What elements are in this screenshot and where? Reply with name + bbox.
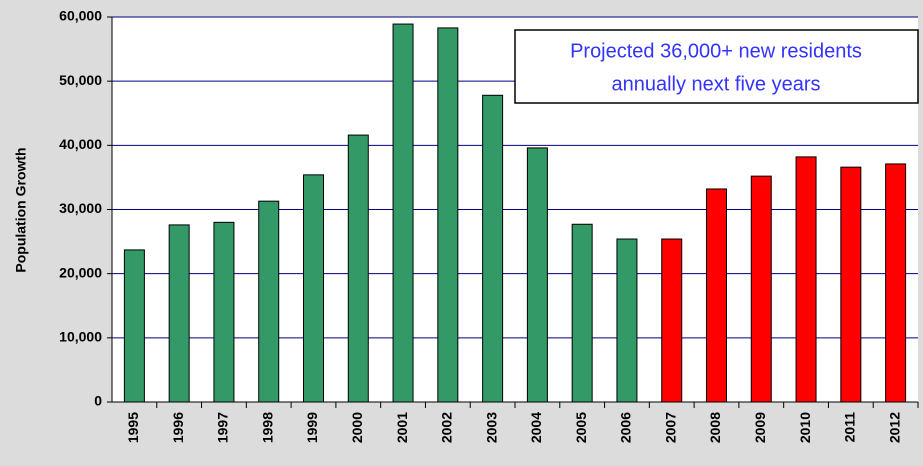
x-tick-label: 1999 [304,412,320,443]
x-tick-label: 2008 [707,412,723,443]
bar [526,147,548,403]
annotation: Projected 36,000+ new residents [570,40,862,62]
bar [750,175,772,403]
bar [213,221,235,403]
y-tick-label: 30,000 [59,200,102,216]
x-tick-label: 2003 [483,412,499,443]
bar [437,27,459,403]
annotation-box [514,29,919,104]
bar [706,188,727,403]
bar [392,23,414,403]
y-tick-label: 10,000 [59,329,102,345]
bar [616,238,638,403]
bar [347,134,369,403]
x-tick-label: 2011 [842,412,858,443]
x-tick-label: 2009 [752,412,768,443]
bar [885,163,907,403]
bar [840,166,862,403]
bar [571,223,593,403]
x-tick-label: 1996 [170,412,186,443]
x-tick-label: 2010 [797,412,813,443]
y-axis-title: Population Growth [13,147,29,272]
y-tick-label: 40,000 [59,136,102,152]
y-tick-label: 50,000 [59,72,102,88]
x-tick-label: 2000 [349,412,365,443]
bar [482,94,504,403]
bar [795,156,817,403]
x-tick-label: 2007 [662,412,678,443]
x-tick-label: 2004 [528,412,544,443]
x-tick-label: 1997 [215,412,231,443]
y-tick-label: 60,000 [59,8,102,24]
bar [123,249,145,403]
x-tick-label: 1995 [125,412,141,443]
y-tick-label: 20,000 [59,264,102,280]
x-tick-label: 2006 [618,412,634,443]
bar [258,200,280,403]
x-tick-label: 2001 [394,412,410,443]
x-tick-label: 1998 [259,412,275,443]
x-tick-label: 2002 [439,412,455,443]
x-tick-label: 2012 [886,412,902,443]
bar [303,174,324,403]
bar [168,224,190,403]
bar [661,238,683,403]
x-tick-label: 2005 [573,412,589,443]
annotation: annually next five years [611,73,820,95]
y-tick-label: 0 [94,393,102,409]
